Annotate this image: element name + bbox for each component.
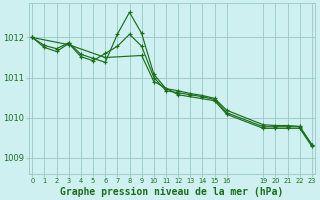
X-axis label: Graphe pression niveau de la mer (hPa): Graphe pression niveau de la mer (hPa) [60,186,284,197]
